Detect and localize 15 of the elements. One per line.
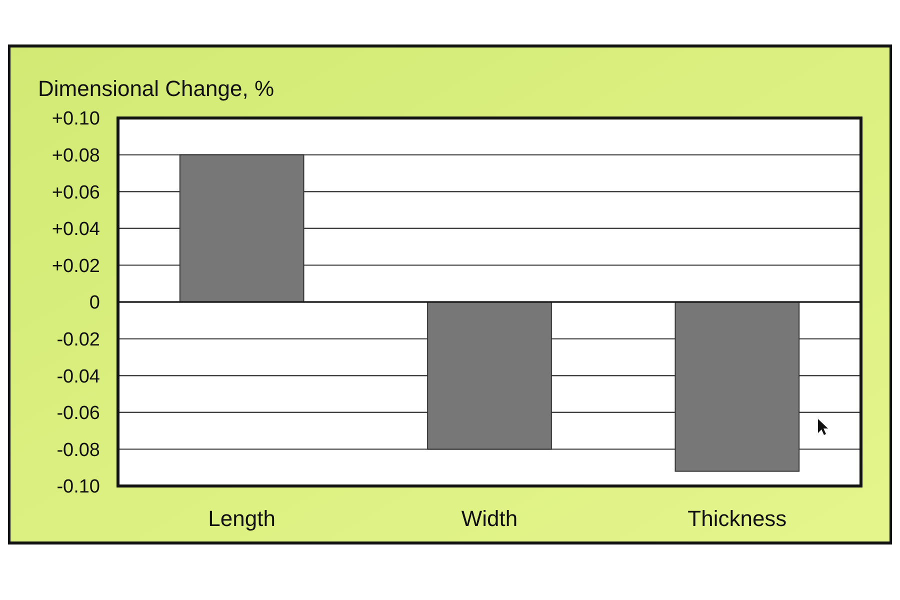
y-tick-label: -0.10 xyxy=(56,476,100,498)
x-tick-label: Width xyxy=(461,506,518,531)
x-tick-label: Thickness xyxy=(688,506,787,531)
y-tick-label: +0.06 xyxy=(52,182,100,204)
y-axis-title: Dimensional Change, % xyxy=(38,76,274,101)
y-tick-label: -0.06 xyxy=(56,403,100,424)
y-tick-label: -0.04 xyxy=(56,366,100,388)
y-tick-label: 0 xyxy=(89,292,100,314)
y-tick-label: +0.08 xyxy=(52,145,100,166)
y-tick-label: +0.02 xyxy=(52,256,100,277)
y-tick-label: -0.08 xyxy=(56,440,100,461)
x-tick-label: Length xyxy=(208,506,276,531)
y-tick-label: +0.10 xyxy=(52,108,100,130)
y-tick-label: +0.04 xyxy=(52,219,100,240)
y-tick-label: -0.02 xyxy=(56,329,100,350)
